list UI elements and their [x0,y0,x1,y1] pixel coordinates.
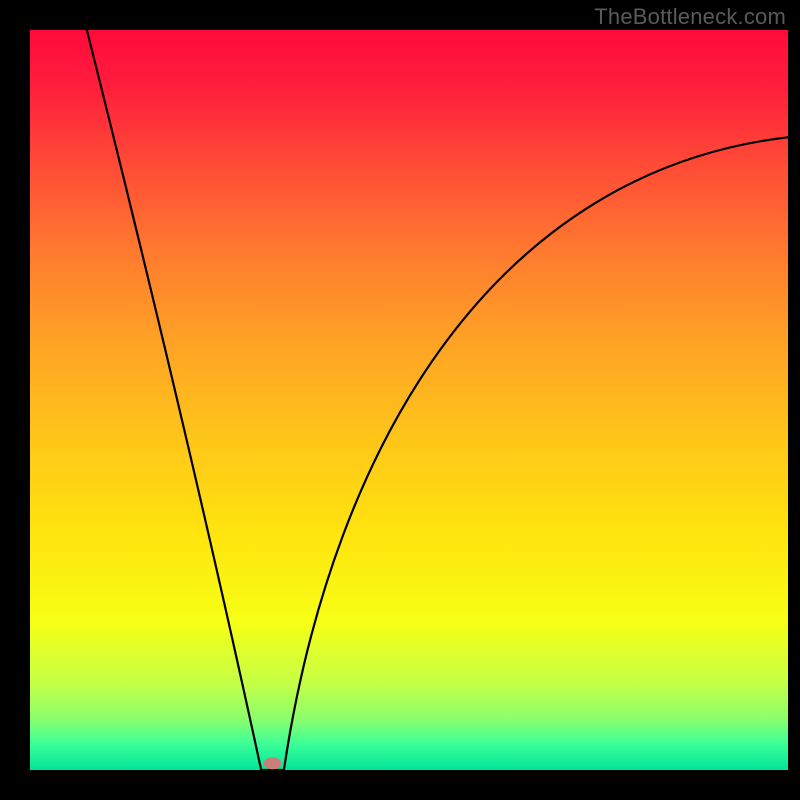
minimum-marker [264,757,282,769]
plot-svg [30,30,788,770]
watermark-text: TheBottleneck.com [594,4,786,30]
plot-area [30,30,788,770]
gradient-background [30,30,788,770]
